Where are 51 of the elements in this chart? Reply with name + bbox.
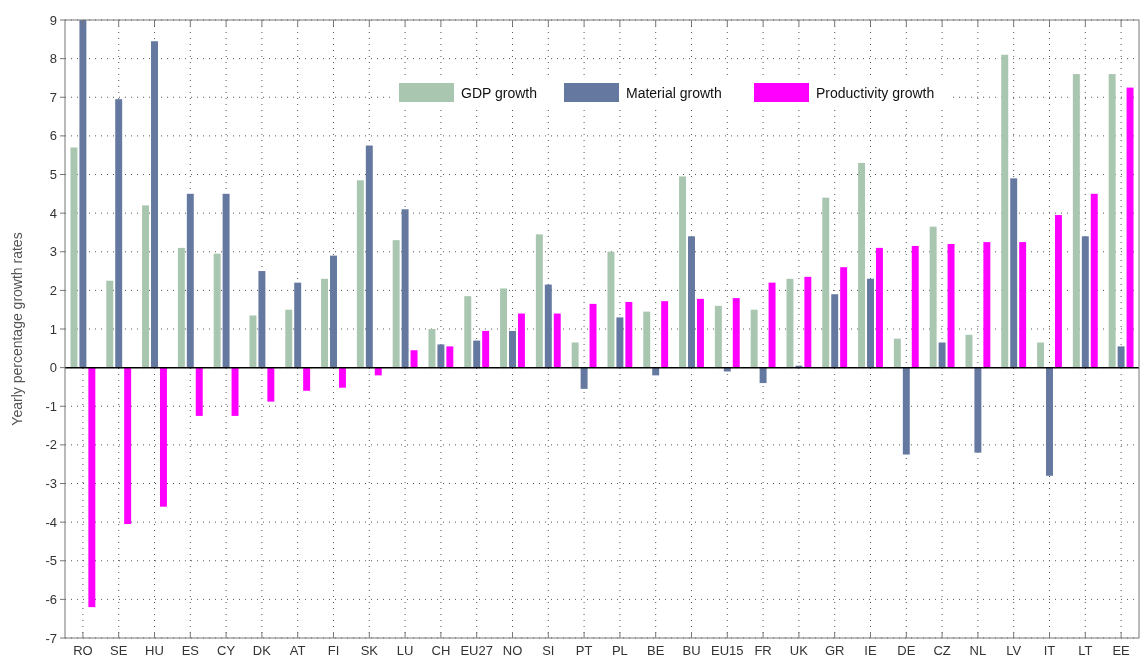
x-tick-label: LU bbox=[396, 643, 414, 658]
x-tick-label: NL bbox=[969, 643, 987, 658]
x-tick-label: CY bbox=[217, 643, 236, 658]
x-tick-label: DK bbox=[252, 643, 272, 658]
x-tick-label: PL bbox=[611, 643, 628, 658]
x-tick-label: SK bbox=[360, 643, 379, 658]
y-tick-label: 4 bbox=[49, 205, 57, 221]
x-tick-label: DE bbox=[897, 643, 916, 658]
y-axis-title: Yearly percentage growth rates bbox=[9, 232, 25, 426]
x-tick-label: GR bbox=[824, 643, 845, 658]
x-tick-label: SI bbox=[542, 643, 555, 658]
y-tick-label: -6 bbox=[45, 591, 57, 607]
x-tick-label: HU bbox=[145, 643, 164, 658]
x-tick-label: LV bbox=[1006, 643, 1022, 658]
y-tick-label: -2 bbox=[45, 437, 57, 453]
legend-label: GDP growth bbox=[461, 85, 537, 101]
x-tick-label: FR bbox=[754, 643, 772, 658]
y-tick-label: -7 bbox=[45, 630, 57, 646]
legend-label: Material growth bbox=[626, 85, 722, 101]
y-tick-label: 3 bbox=[49, 244, 57, 260]
x-tick-label: AT bbox=[289, 643, 306, 658]
y-tick-label: 9 bbox=[49, 12, 57, 28]
y-tick-label: -1 bbox=[45, 398, 57, 414]
x-tick-label: FI bbox=[327, 643, 340, 658]
x-tick-label: PT bbox=[575, 643, 593, 658]
x-tick-label: EU15 bbox=[711, 643, 744, 658]
y-tick-label: 8 bbox=[49, 51, 57, 67]
x-tick-label: BE bbox=[647, 643, 665, 658]
x-tick-label: CZ bbox=[933, 643, 951, 658]
x-tick-label: NO bbox=[502, 643, 523, 658]
x-tick-label: EE bbox=[1112, 643, 1131, 658]
x-tick-label: ES bbox=[181, 643, 200, 658]
x-tick-label: SE bbox=[110, 643, 128, 658]
y-tick-label: 6 bbox=[49, 128, 57, 144]
y-tick-label: 0 bbox=[49, 360, 57, 376]
x-tick-label: IT bbox=[1043, 643, 1056, 658]
x-tick-label: LT bbox=[1078, 643, 1093, 658]
y-tick-label: -4 bbox=[45, 514, 57, 530]
x-tick-label: BU bbox=[682, 643, 701, 658]
y-tick-label: -5 bbox=[45, 553, 57, 569]
y-tick-label: 7 bbox=[49, 89, 57, 105]
x-tick-label: RO bbox=[73, 643, 93, 658]
y-tick-label: 2 bbox=[49, 282, 57, 298]
y-tick-label: -3 bbox=[45, 476, 57, 492]
x-tick-label: UK bbox=[789, 643, 809, 658]
y-tick-label: 5 bbox=[49, 167, 57, 183]
x-tick-label: EU27 bbox=[460, 643, 493, 658]
x-tick-label: IE bbox=[864, 643, 877, 658]
legend-label: Productivity growth bbox=[816, 85, 935, 101]
x-tick-label: CH bbox=[431, 643, 451, 658]
y-tick-label: 1 bbox=[49, 321, 57, 337]
